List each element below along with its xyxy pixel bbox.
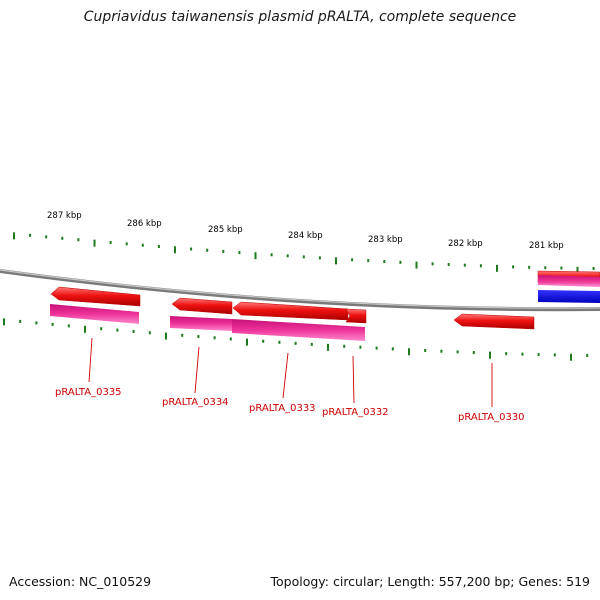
leader-line-0333	[282, 352, 289, 399]
gene-arrow-pralta-0330[interactable]	[453, 313, 535, 330]
backbone-arc	[0, 269, 600, 312]
cds-bar-pralta-0334[interactable]	[170, 316, 232, 331]
inner-tick-ring	[3, 318, 589, 361]
leader-line-0334	[194, 346, 200, 394]
gene-label-pralta-0334[interactable]: pRALTA_0334	[162, 397, 229, 408]
outer-tick-ring	[13, 232, 595, 274]
kbp-label-286: 286 kbp	[127, 219, 162, 229]
kbp-label-283: 283 kbp	[368, 235, 403, 245]
kbp-label-284: 284 kbp	[288, 231, 323, 241]
kbp-label-281: 281 kbp	[529, 241, 564, 251]
gene-label-pralta-0333[interactable]: pRALTA_0333	[249, 403, 316, 414]
kbp-label-287: 287 kbp	[47, 211, 82, 221]
accession-text: Accession: NC_010529	[9, 574, 152, 589]
leader-line-0332	[352, 355, 355, 404]
kbp-label-285: 285 kbp	[208, 225, 243, 235]
gene-label-pralta-0332[interactable]: pRALTA_0332	[322, 407, 389, 418]
blue-feature-bar[interactable]	[538, 290, 600, 303]
gene-arrow-pralta-0333[interactable]	[232, 301, 349, 321]
gene-label-pralta-0330[interactable]: pRALTA_0330	[458, 412, 525, 423]
summary-text: Topology: circular; Length: 557,200 bp; …	[270, 574, 591, 589]
kbp-label-282: 282 kbp	[448, 239, 483, 249]
backbone-arc-highlight	[0, 269, 600, 309]
cds-bar-pralta-0333[interactable]	[232, 319, 365, 341]
leader-line-0335	[88, 337, 93, 383]
map-title: Cupriavidus taiwanensis plasmid pRALTA, …	[83, 9, 517, 25]
cds-bar-pralta-0335[interactable]	[50, 304, 139, 324]
gene-arrow-pralta-0334[interactable]	[171, 297, 233, 315]
cds-bar-right-edge[interactable]	[538, 275, 600, 287]
gene-arrow-pralta-0332[interactable]	[345, 308, 367, 324]
gene-arrow-pralta-0335[interactable]	[50, 286, 141, 307]
gene-label-pralta-0335[interactable]: pRALTA_0335	[55, 387, 122, 398]
